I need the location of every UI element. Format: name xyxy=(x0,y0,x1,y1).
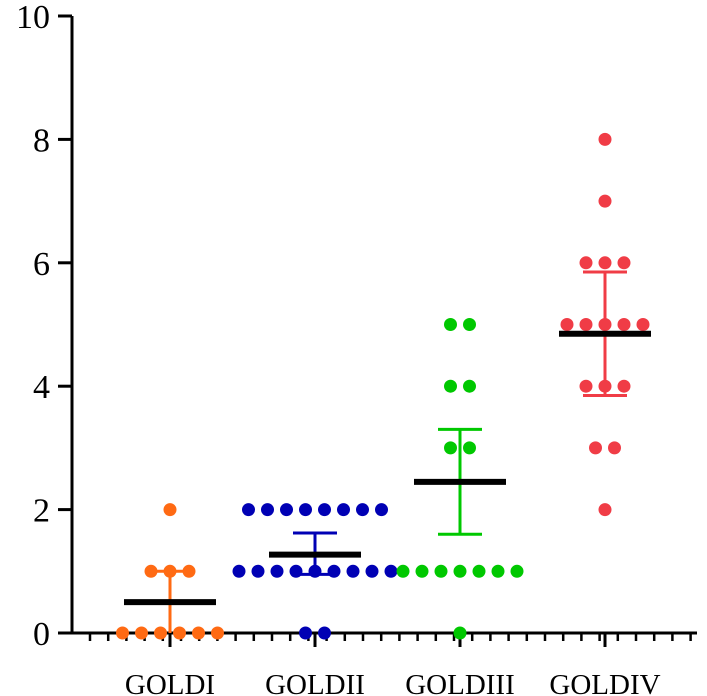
data-point xyxy=(375,503,388,517)
data-point xyxy=(598,379,612,393)
y-tick-label: 4 xyxy=(33,369,50,406)
data-point xyxy=(365,564,379,578)
data-point xyxy=(617,318,631,331)
data-point xyxy=(270,564,284,578)
data-point xyxy=(453,626,467,640)
data-point xyxy=(617,256,631,270)
data-point xyxy=(384,564,398,578)
data-point xyxy=(232,564,246,578)
data-point xyxy=(135,626,148,640)
data-point xyxy=(299,626,312,640)
data-point xyxy=(163,564,177,578)
y-tick-label: 2 xyxy=(33,493,50,530)
y-tick-label: 6 xyxy=(33,246,50,283)
data-point xyxy=(182,564,196,578)
data-point xyxy=(144,564,158,578)
data-point xyxy=(280,503,293,517)
data-point xyxy=(356,503,369,517)
data-point xyxy=(463,379,476,393)
data-point xyxy=(289,564,303,578)
data-point xyxy=(560,318,574,331)
data-point xyxy=(415,564,429,578)
data-point xyxy=(444,318,457,331)
data-point xyxy=(608,441,621,455)
data-point xyxy=(163,503,177,517)
x-category-label: GOLDIII xyxy=(405,669,515,696)
data-point xyxy=(617,379,631,393)
data-point xyxy=(463,441,476,455)
data-point xyxy=(589,441,602,455)
data-point xyxy=(346,564,360,578)
data-point xyxy=(434,564,448,578)
data-point xyxy=(154,626,167,640)
data-point xyxy=(598,503,612,517)
data-point xyxy=(579,256,593,270)
data-point xyxy=(444,379,457,393)
data-point xyxy=(636,318,650,331)
x-category-label: GOLDI xyxy=(125,669,215,696)
x-category-label: GOLDII xyxy=(265,669,365,696)
data-point xyxy=(251,564,265,578)
data-point xyxy=(579,379,593,393)
data-point xyxy=(116,626,129,640)
data-point xyxy=(192,626,205,640)
data-point xyxy=(510,564,524,578)
data-point xyxy=(299,503,312,517)
x-category-label: GOLDIV xyxy=(549,669,660,696)
data-point xyxy=(242,503,255,517)
data-point xyxy=(598,194,612,208)
data-point xyxy=(327,564,341,578)
data-point xyxy=(453,564,467,578)
data-point xyxy=(308,564,322,578)
chart-marks xyxy=(116,132,651,640)
y-tick-label: 10 xyxy=(16,0,50,36)
data-point xyxy=(598,318,612,331)
data-point xyxy=(173,626,186,640)
y-tick-label: 8 xyxy=(33,122,50,159)
data-point xyxy=(472,564,486,578)
data-point xyxy=(337,503,350,517)
data-point xyxy=(491,564,505,578)
data-point xyxy=(211,626,224,640)
data-point xyxy=(463,318,476,331)
data-point xyxy=(396,564,410,578)
data-point xyxy=(444,441,457,455)
data-point xyxy=(261,503,274,517)
data-point xyxy=(579,318,593,331)
data-point xyxy=(318,503,331,517)
data-point xyxy=(598,256,612,270)
data-point xyxy=(318,626,331,640)
axes: 0 2 4 6 8 10 GOLDI GOLDII GOLDIII GOLDIV xyxy=(16,0,697,696)
y-tick-label: 0 xyxy=(33,616,50,653)
data-point xyxy=(598,132,612,146)
